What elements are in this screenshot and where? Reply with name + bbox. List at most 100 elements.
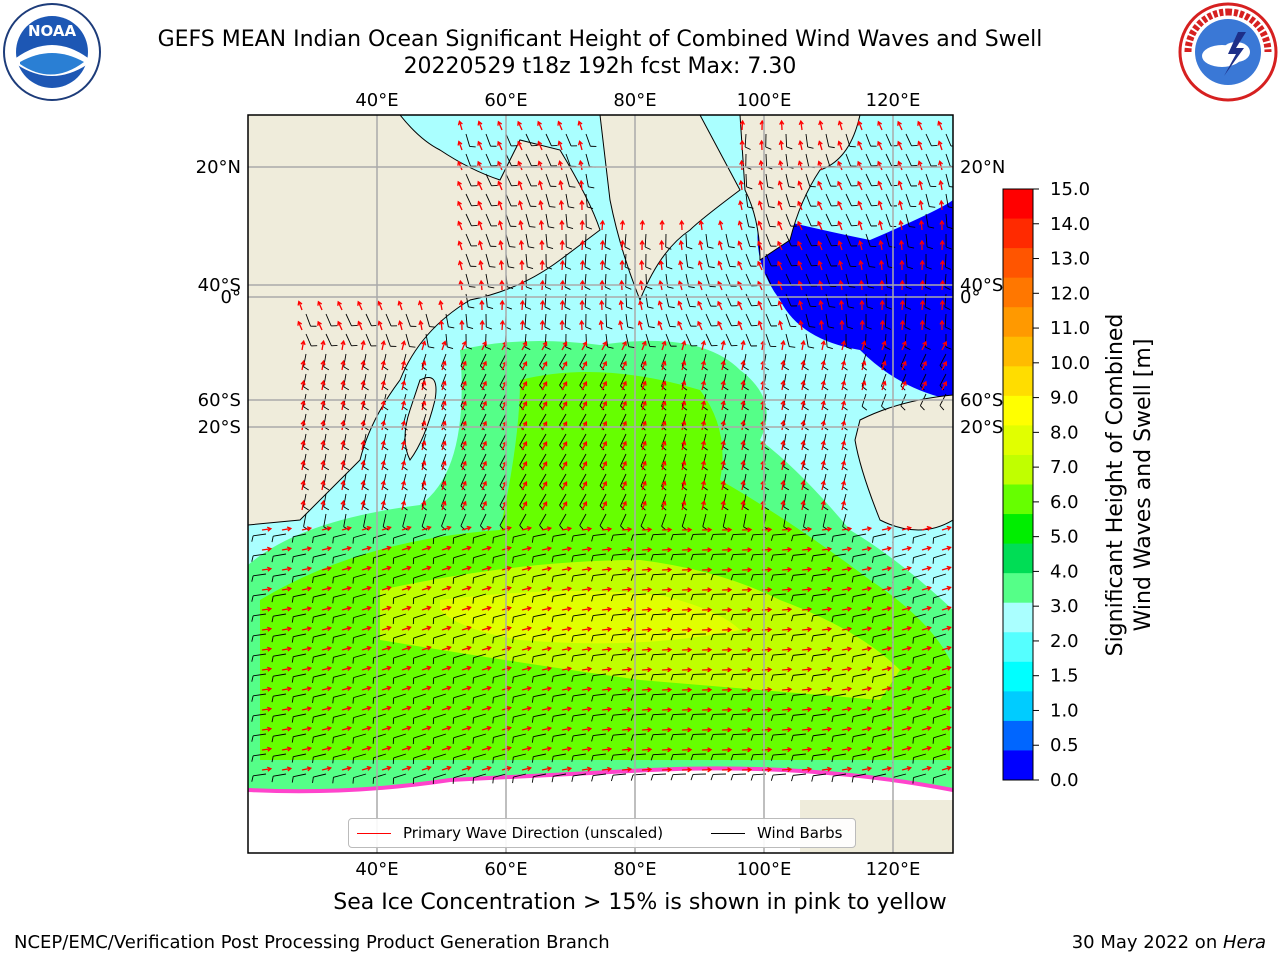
wave-direction-arrowhead [797,160,803,166]
wind-barb [933,673,947,679]
wind-barb-flag [402,486,408,491]
wind-barb-flag [831,616,834,623]
wave-direction-arrowhead [607,606,613,612]
wave-direction-arrow [721,481,725,491]
wind-barb-flag [630,734,634,741]
wave-direction-arrowhead [807,746,813,752]
wind-barb-flag [472,637,474,644]
wind-barb [925,213,929,227]
wave-direction-arrow [681,401,686,411]
wave-direction-arrow [521,747,531,751]
wind-barb [303,353,307,367]
wave-direction-arrowhead [820,499,826,506]
wave-direction-arrowhead [599,279,605,285]
wave-direction-arrow [301,567,311,571]
wave-direction-arrowhead [747,767,753,773]
colorbar-tick-label: 1.5 [1050,666,1079,687]
wind-barb-flag [687,266,694,269]
wind-barb [363,353,367,367]
wave-direction-arrowhead [946,525,952,531]
wave-direction-arrowhead [937,160,944,166]
wave-direction-arrowhead [326,566,332,572]
wind-barb-flag [551,656,554,663]
wave-direction-arrow [818,161,823,171]
wave-direction-arrowhead [866,686,873,692]
wind-barb-flag [851,636,854,643]
wave-direction-arrow [461,706,471,711]
wind-barb-flag [948,206,953,209]
wind-barb [253,753,267,757]
wave-direction-arrowhead [426,625,432,631]
wind-barb [579,373,587,386]
wind-barb [813,753,827,757]
wave-direction-arrow [321,647,331,651]
wave-direction-arrow [821,481,825,491]
wave-direction-arrowhead [627,766,633,773]
wind-barb-flag [610,775,614,782]
wave-direction-arrowhead [421,500,427,506]
wind-barb-flag [591,715,594,722]
wind-barb-flag [566,246,573,250]
wind-barb [625,333,630,347]
wind-barb-flag [650,714,654,721]
wind-barb-flag [690,554,694,561]
wave-direction-arrowhead [840,400,847,406]
colorbar-tick-label: 8.0 [1050,422,1079,443]
wind-barb [493,673,507,678]
wind-barb-flag [291,676,294,683]
wind-barb [913,773,927,778]
wave-direction-arrowhead [539,239,545,245]
wave-direction-arrowhead [479,319,485,325]
wave-direction-arrowhead [667,547,673,553]
wave-direction-arrowhead [406,645,412,651]
wind-barb-flag [627,326,634,329]
wind-barb [925,193,930,207]
wind-barb-flag [851,616,854,623]
wave-direction-arrowhead [506,745,512,751]
wind-barb-flag [783,486,790,491]
wind-barb [573,773,587,777]
wave-direction-arrow [461,341,467,351]
wind-barb-flag [831,756,834,763]
wind-barb [652,753,667,756]
wind-barb [373,773,387,779]
wave-direction-arrowhead [641,500,647,506]
wind-barb [573,693,587,697]
wave-direction-arrowhead [266,526,273,532]
wind-barb-flag [531,676,534,683]
wave-direction-arrowhead [886,746,893,752]
wind-barb-flag [402,506,408,511]
wind-barb [544,293,547,307]
wave-direction-arrowhead [406,705,412,711]
wind-barb [933,733,947,739]
wave-direction-arrow [581,728,591,731]
wave-direction-arrow [741,361,745,371]
wave-direction-arrowhead [457,180,462,186]
wind-barb [745,233,751,247]
wind-barb [599,413,607,426]
wind-barb [599,433,607,446]
wave-direction-arrow [497,161,503,171]
wave-direction-arrowhead [727,667,733,673]
wave-direction-arrowhead [400,480,407,486]
wave-direction-arrow [461,481,467,491]
wind-barb-flag [591,695,594,702]
wind-barb-flag [332,777,334,784]
wave-direction-arrow [521,647,531,651]
wave-direction-arrow [780,140,783,151]
wind-barb-flag [783,466,790,471]
wave-direction-arrow [901,300,904,311]
wave-direction-arrowhead [787,666,793,673]
wave-direction-arrow [581,528,591,531]
wind-barb-flag [421,526,428,531]
wave-direction-arrowhead [522,461,528,467]
wave-direction-arrowhead [622,500,627,506]
wind-barb [473,613,487,619]
wave-direction-arrow [921,341,927,351]
wave-direction-arrow [681,421,686,431]
wave-direction-arrow [461,686,471,691]
wind-barb [473,753,487,759]
wind-barb-flag [529,226,536,228]
wave-direction-arrow [857,181,863,191]
wave-direction-arrow [520,240,523,251]
